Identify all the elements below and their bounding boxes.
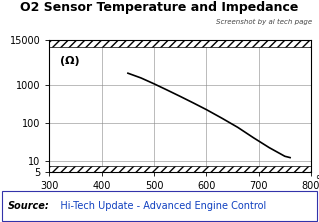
Text: Source:: Source: (8, 201, 50, 211)
Text: °C: °C (315, 175, 319, 185)
Text: (Ω): (Ω) (60, 56, 79, 66)
Text: Screenshot by al tech page: Screenshot by al tech page (217, 19, 313, 25)
Text: Hi-Tech Update - Advanced Engine Control: Hi-Tech Update - Advanced Engine Control (50, 201, 266, 211)
Text: O2 Sensor Temperature and Impedance: O2 Sensor Temperature and Impedance (20, 1, 299, 14)
